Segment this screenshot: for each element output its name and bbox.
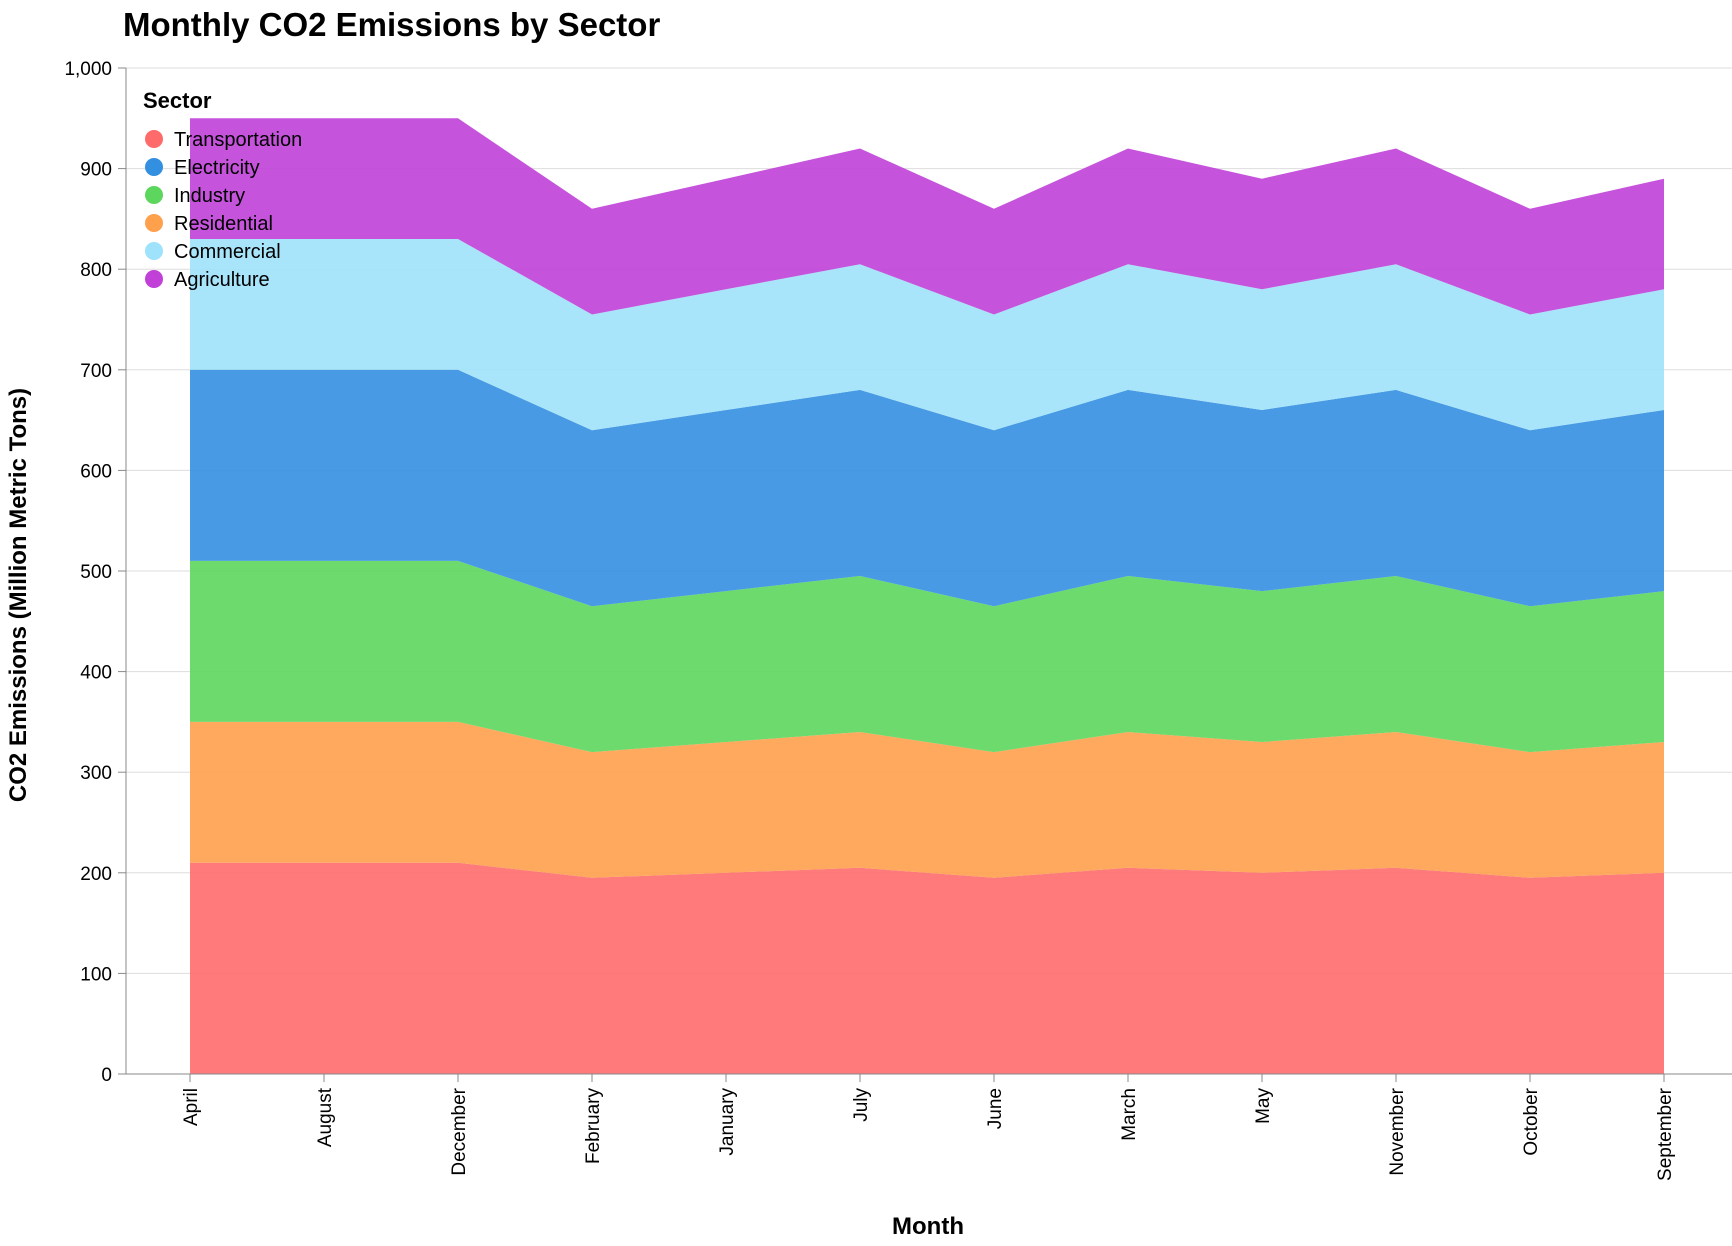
y-tick-label: 300 (80, 763, 112, 784)
y-tick-label: 400 (80, 663, 112, 684)
legend-title: Sector (143, 88, 212, 113)
y-tick-label: 700 (80, 361, 112, 382)
axes: 0 100 200 300 400 500 600 700 800 900 1,000 April Au… (64, 59, 1732, 1181)
legend-swatch (145, 242, 163, 260)
y-tick-label: 800 (80, 260, 112, 281)
legend-label: Commercial (174, 241, 281, 263)
x-tick-label: October (1521, 1087, 1542, 1155)
y-axis-title: CO2 Emissions (Million Metric Tons) (5, 388, 32, 802)
x-tick-label: May (1253, 1088, 1274, 1124)
x-tick-label: February (583, 1088, 604, 1165)
legend-swatch (145, 270, 163, 288)
legend-label: Transportation (174, 129, 302, 151)
x-axis-title: Month (892, 1213, 964, 1240)
y-tick-label: 900 (80, 160, 112, 181)
x-tick-label: March (1119, 1088, 1140, 1141)
stacked-areas (190, 118, 1664, 1074)
y-tick-label: 500 (80, 562, 112, 583)
legend: Sector Transportation Electricity Industry… (143, 88, 302, 291)
legend-swatch (145, 130, 163, 148)
x-tick-label: December (449, 1087, 470, 1175)
y-tick-label: 100 (80, 964, 112, 985)
area-commercial (190, 239, 1664, 431)
y-tick-label: 1,000 (64, 59, 112, 80)
legend-label: Agriculture (174, 269, 270, 291)
y-tick-label: 600 (80, 461, 112, 482)
x-tick-label: July (851, 1088, 872, 1122)
area-residential (190, 721, 1664, 878)
legend-swatch (145, 214, 163, 232)
y-tick-label: 0 (101, 1065, 112, 1086)
area-industry (190, 560, 1664, 753)
legend-swatch (145, 186, 163, 204)
x-tick-label: November (1387, 1087, 1408, 1175)
x-tick-label: August (315, 1087, 336, 1147)
legend-label: Industry (174, 185, 245, 207)
legend-label: Electricity (174, 157, 260, 179)
x-tick-label: September (1655, 1087, 1676, 1181)
y-tick-label: 200 (80, 864, 112, 885)
area-electricity (190, 369, 1664, 607)
x-tick-label: January (717, 1088, 738, 1156)
legend-swatch (145, 158, 163, 176)
legend-label: Residential (174, 213, 273, 235)
chart-title: Monthly CO2 Emissions by Sector (123, 6, 660, 43)
area-agriculture (190, 118, 1664, 315)
x-tick-label: June (985, 1088, 1006, 1129)
area-transportation (190, 862, 1664, 1074)
x-tick-label: April (181, 1088, 202, 1126)
